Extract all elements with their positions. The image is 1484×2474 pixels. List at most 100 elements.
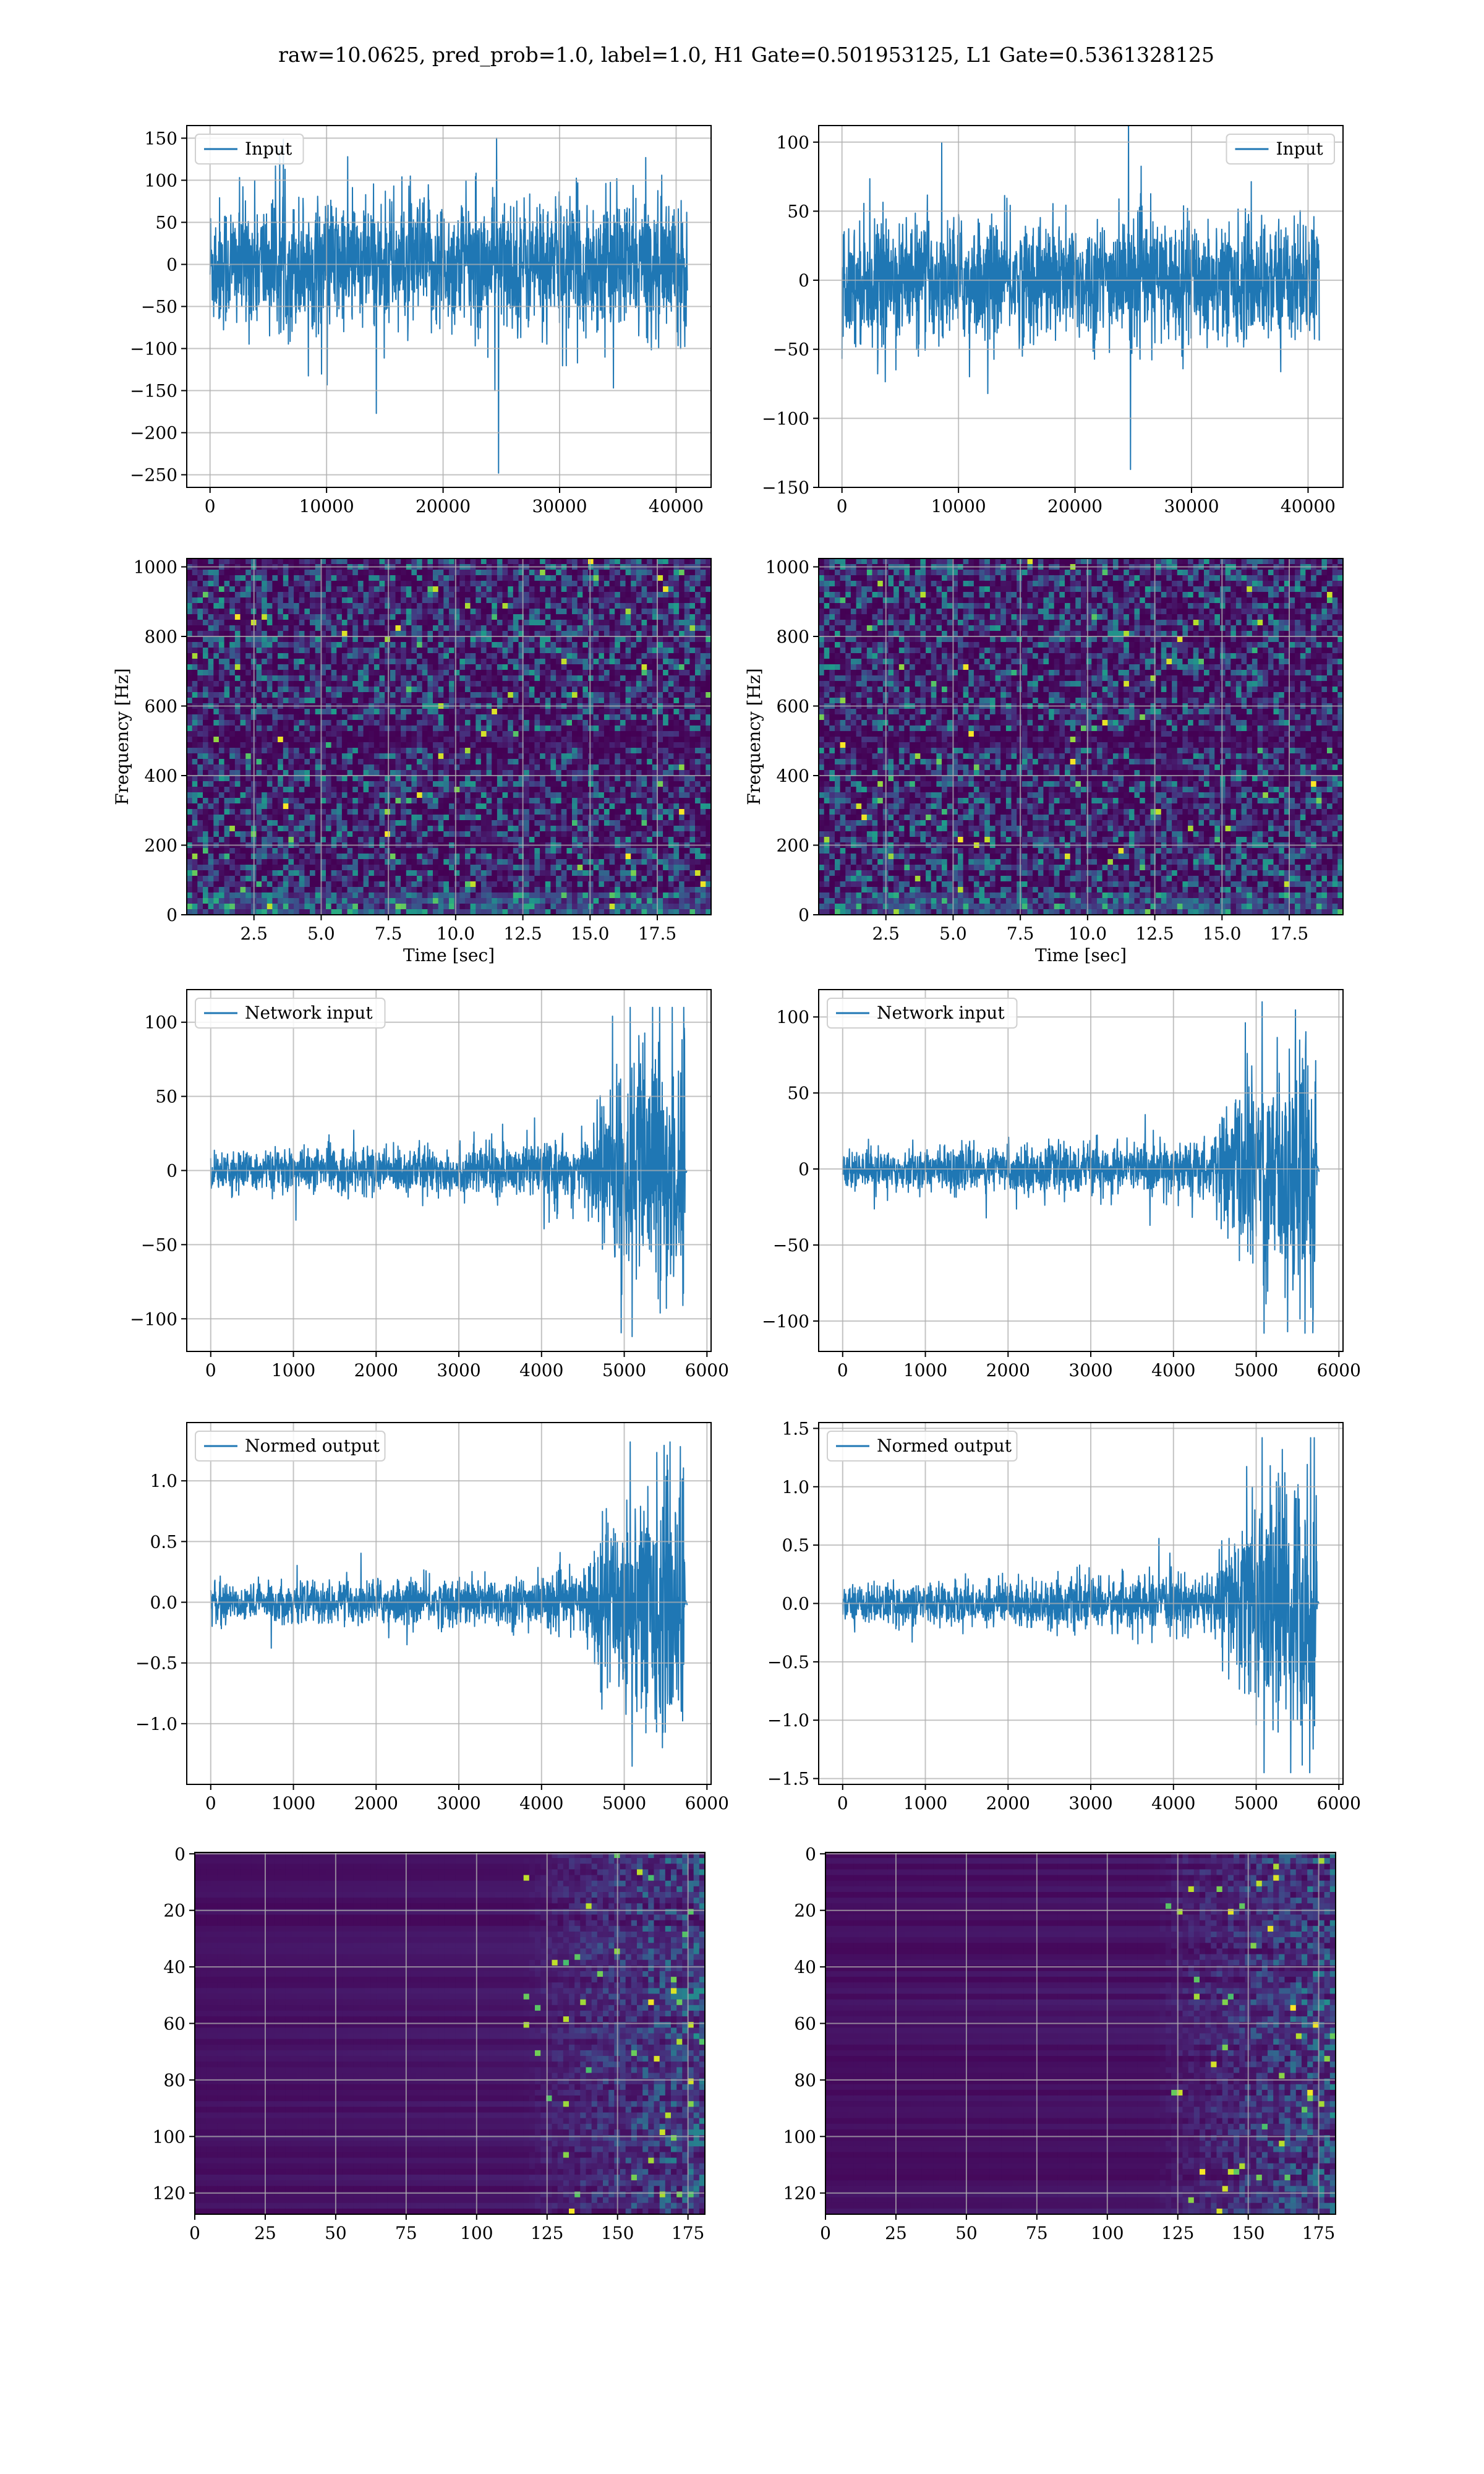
heatmap-cell	[395, 620, 401, 626]
heatmap-cell	[278, 709, 284, 715]
heatmap-cell	[192, 642, 198, 648]
heatmap-cell	[449, 764, 455, 771]
heatmap-cell	[438, 559, 444, 565]
heatmap-cell	[336, 648, 343, 654]
heatmap-cell	[427, 664, 433, 670]
heatmap-cell	[486, 748, 492, 754]
heatmap-cell	[379, 815, 385, 821]
heatmap-cell	[577, 720, 583, 726]
heatmap-cell	[299, 609, 305, 615]
heatmap-cell	[294, 726, 300, 732]
heatmap-cell	[652, 659, 659, 665]
heatmap-cell	[609, 770, 615, 776]
heatmap-cell	[540, 753, 546, 760]
heatmap-cell	[256, 692, 262, 698]
heatmap-cell	[438, 603, 444, 609]
heatmap-cell	[203, 837, 209, 843]
heatmap-cell	[486, 570, 492, 576]
heatmap-cell	[556, 592, 562, 598]
heatmap-cell	[577, 625, 583, 631]
heatmap-cell	[459, 826, 466, 832]
heatmap-cell	[492, 675, 498, 682]
heatmap-cell	[363, 720, 369, 726]
heatmap-cell	[657, 792, 663, 798]
heatmap-cell	[357, 592, 364, 598]
heatmap-cell	[459, 648, 466, 654]
heatmap-cell	[187, 748, 193, 754]
heatmap-cell	[304, 609, 310, 615]
heatmap-cell	[603, 698, 610, 704]
heatmap-cell	[294, 748, 300, 754]
heatmap-cell	[684, 575, 690, 581]
heatmap-cell	[310, 815, 316, 821]
heatmap-cell	[465, 820, 471, 826]
heatmap-cell	[240, 815, 246, 821]
heatmap-cell	[603, 787, 610, 793]
heatmap-cell	[229, 675, 236, 682]
heatmap-cell	[470, 759, 476, 765]
heatmap-cell	[336, 687, 343, 693]
heatmap-cell	[700, 714, 706, 721]
heatmap-cell	[310, 759, 316, 765]
heatmap-cell	[657, 559, 663, 565]
heatmap-cell	[668, 636, 675, 643]
heatmap-cell	[438, 714, 444, 721]
heatmap-cell	[256, 586, 262, 593]
heatmap-cell	[615, 687, 621, 693]
heatmap-cell	[411, 770, 417, 776]
heatmap-cell	[369, 586, 375, 593]
heatmap-cell	[459, 809, 466, 815]
heatmap-cell	[679, 709, 685, 715]
heatmap-cell	[299, 709, 305, 715]
heatmap-cell	[304, 798, 310, 804]
heatmap-cell	[192, 798, 198, 804]
heatmap-cell	[486, 764, 492, 771]
heatmap-cell	[470, 575, 476, 581]
heatmap-cell	[422, 781, 428, 787]
heatmap-cell	[700, 614, 706, 620]
heatmap-cell	[422, 603, 428, 609]
heatmap-cell	[373, 798, 380, 804]
heatmap-cell	[310, 636, 316, 643]
heatmap-cell	[331, 614, 337, 620]
heatmap-cell	[700, 792, 706, 798]
heatmap-cell	[599, 781, 605, 787]
heatmap-cell	[449, 592, 455, 598]
heatmap-cell	[534, 642, 540, 648]
heatmap-cell	[652, 726, 659, 732]
heatmap-cell	[320, 792, 326, 798]
heatmap-cell	[401, 815, 407, 821]
heatmap-cell	[603, 653, 610, 659]
heatmap-cell	[363, 709, 369, 715]
heatmap-cell	[534, 826, 540, 832]
heatmap-cell	[197, 664, 203, 670]
heatmap-cell	[529, 614, 535, 620]
heatmap-cell	[401, 642, 407, 648]
heatmap-cell	[192, 753, 198, 760]
heatmap-cell	[449, 787, 455, 793]
heatmap-cell	[326, 787, 332, 793]
heatmap-cell	[454, 586, 460, 593]
heatmap-cell	[609, 737, 615, 743]
heatmap-cell	[422, 776, 428, 782]
heatmap-cell	[240, 831, 246, 837]
heatmap-cell	[652, 597, 659, 604]
heatmap-cell	[668, 692, 675, 698]
heatmap-cell	[534, 559, 540, 565]
heatmap-cell	[363, 803, 369, 810]
heatmap-cell	[278, 559, 284, 565]
heatmap-cell	[411, 781, 417, 787]
heatmap-cell	[385, 575, 391, 581]
heatmap-cell	[310, 648, 316, 654]
heatmap-cell	[465, 831, 471, 837]
heatmap-cell	[417, 792, 423, 798]
heatmap-cell	[401, 714, 407, 721]
heatmap-cell	[192, 714, 198, 721]
heatmap-cell	[379, 803, 385, 810]
heatmap-cell	[480, 648, 487, 654]
heatmap-cell	[572, 592, 578, 598]
heatmap-cell	[363, 714, 369, 721]
heatmap-cell	[385, 831, 391, 837]
heatmap-cell	[213, 720, 220, 726]
heatmap-cell	[401, 776, 407, 782]
